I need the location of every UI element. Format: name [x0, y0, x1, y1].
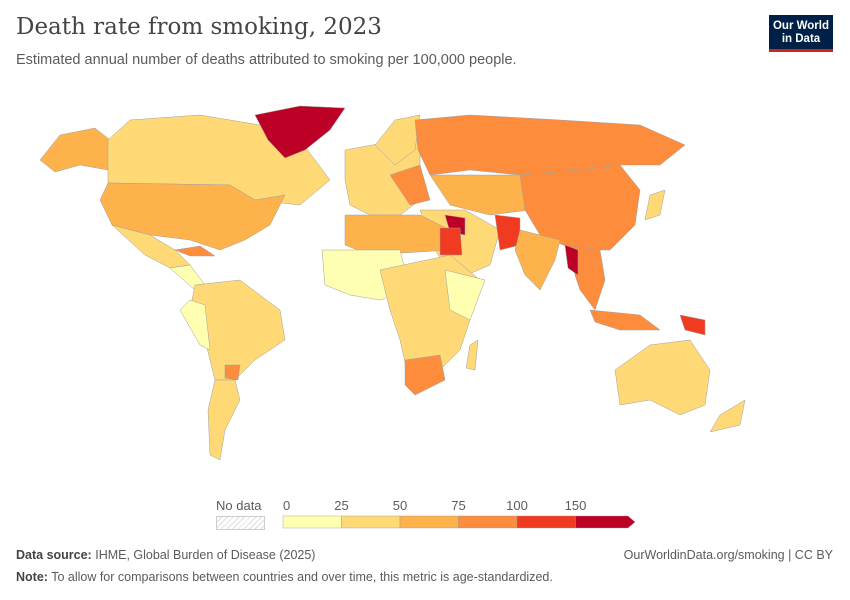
legend-no-data-swatch[interactable] [216, 516, 265, 530]
region-greenland[interactable] [254, 105, 346, 159]
world-map[interactable] [0, 95, 850, 485]
region-paraguay[interactable] [224, 364, 241, 381]
region-south-africa[interactable] [404, 354, 446, 396]
legend-no-data-label: No data [216, 498, 262, 513]
page-title: Death rate from smoking, 2023 [16, 14, 382, 40]
legend-bin[interactable] [282, 515, 342, 529]
region-usa[interactable] [99, 182, 286, 251]
region-indonesia[interactable] [589, 309, 661, 331]
legend-bin[interactable] [575, 515, 636, 529]
region-alaska[interactable] [39, 127, 111, 173]
region-east-africa[interactable] [444, 269, 486, 321]
region-australia[interactable] [614, 339, 711, 416]
region-argentina[interactable] [207, 379, 241, 461]
legend-bin[interactable] [399, 515, 459, 529]
legend-tick-label: 25 [334, 498, 348, 513]
region-peru[interactable] [179, 299, 211, 351]
legend-bin[interactable] [458, 515, 518, 529]
region-egypt[interactable] [439, 227, 463, 256]
legend-tick-label: 100 [506, 498, 528, 513]
region-madagascar[interactable] [465, 339, 479, 371]
owid-logo[interactable]: Our World in Data [769, 15, 833, 52]
source-text: IHME, Global Burden of Disease (2025) [95, 548, 316, 562]
source-url-link[interactable]: OurWorldinData.org/smoking | CC BY [623, 548, 833, 562]
color-legend[interactable]: 0 25 50 75 100 150 [282, 496, 642, 532]
region-myanmar[interactable] [564, 244, 579, 276]
region-india[interactable] [514, 229, 561, 291]
note: Note: To allow for comparisons between c… [16, 570, 553, 584]
note-text: To allow for comparisons between countri… [51, 570, 553, 584]
region-japan[interactable] [644, 189, 666, 221]
region-china[interactable] [519, 164, 641, 251]
region-new-zealand[interactable] [709, 399, 746, 433]
region-eastern-europe[interactable] [389, 164, 431, 206]
region-cuba[interactable] [174, 245, 216, 257]
legend-tick-label: 50 [393, 498, 407, 513]
legend-tick-label: 150 [565, 498, 587, 513]
subtitle: Estimated annual number of deaths attrib… [16, 52, 517, 68]
region-russia[interactable] [414, 114, 686, 176]
legend-tick-label: 0 [283, 498, 290, 513]
region-png[interactable] [679, 314, 706, 336]
region-central-asia[interactable] [429, 174, 531, 216]
data-source: Data source: IHME, Global Burden of Dise… [16, 548, 316, 562]
legend-bin[interactable] [516, 515, 576, 529]
legend-bin[interactable] [341, 515, 401, 529]
legend-tick-label: 75 [451, 498, 465, 513]
